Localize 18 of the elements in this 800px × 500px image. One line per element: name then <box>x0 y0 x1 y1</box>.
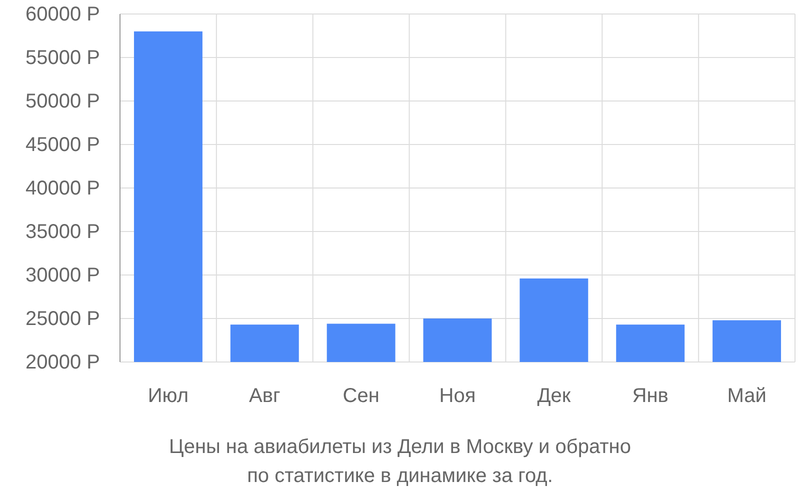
y-tick-label: 45000 Р <box>25 134 100 156</box>
y-tick-label: 60000 Р <box>25 3 100 26</box>
x-tick-label: Июл <box>148 385 189 408</box>
y-tick-label: 50000 Р <box>25 90 100 112</box>
x-tick-label: Май <box>727 385 766 408</box>
y-tick-label: 20000 Р <box>25 351 100 374</box>
x-tick-label: Авг <box>249 385 280 408</box>
text: по статистике в динамике за год. <box>247 465 553 487</box>
y-tick-label: 35000 Р <box>25 220 100 243</box>
x-tick-label: Сен <box>342 385 380 408</box>
text: Цены на авиабилеты из Дели в Москву и обратно <box>169 436 631 458</box>
x-tick-label: Ноя <box>439 385 476 408</box>
y-tick-label: 30000 Р <box>25 264 100 286</box>
y-tick-label: 55000 Р <box>25 46 100 69</box>
y-tick-label: 25000 Р <box>25 308 100 330</box>
x-tick-label: Дек <box>537 385 571 408</box>
x-tick-label: Янв <box>632 385 668 408</box>
y-tick-label: 40000 Р <box>25 177 100 200</box>
